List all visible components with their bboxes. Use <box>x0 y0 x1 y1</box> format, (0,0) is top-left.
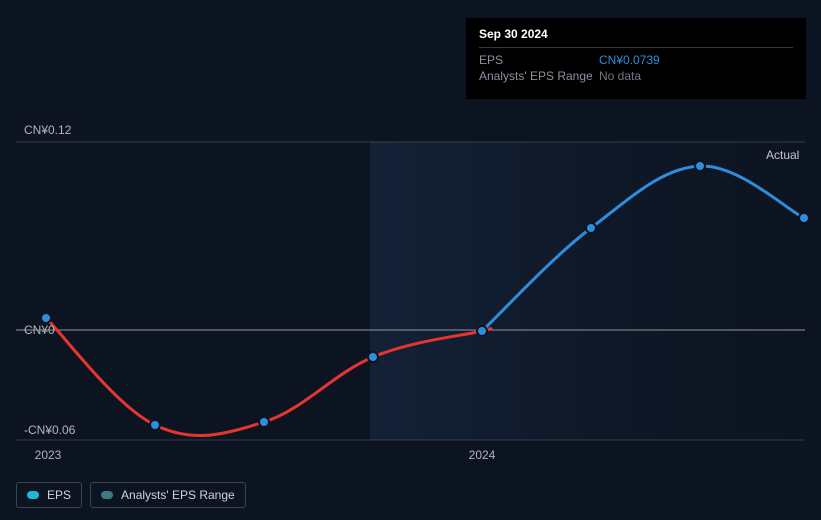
y-axis-label: CN¥0.12 <box>24 123 71 137</box>
legend-item-eps[interactable]: EPS <box>16 482 82 508</box>
chart-legend: EPS Analysts' EPS Range <box>16 482 246 508</box>
legend-swatch-icon <box>27 491 39 499</box>
legend-label: Analysts' EPS Range <box>121 488 235 502</box>
chart-tooltip: Sep 30 2024 EPS CN¥0.0739 Analysts' EPS … <box>466 18 806 99</box>
y-axis-label: -CN¥0.06 <box>24 423 75 437</box>
tooltip-date: Sep 30 2024 <box>479 27 793 48</box>
tooltip-label: EPS <box>479 53 599 67</box>
tooltip-label: Analysts' EPS Range <box>479 69 599 83</box>
tooltip-value: CN¥0.0739 <box>599 53 660 67</box>
tooltip-row-eps: EPS CN¥0.0739 <box>479 52 793 68</box>
tooltip-value: No data <box>599 69 641 83</box>
actual-region-label: Actual <box>766 148 799 162</box>
tooltip-row-range: Analysts' EPS Range No data <box>479 68 793 84</box>
y-axis-label: CN¥0 <box>24 323 55 337</box>
x-axis-label: 2024 <box>469 448 496 462</box>
legend-label: EPS <box>47 488 71 502</box>
legend-swatch-icon <box>101 491 113 499</box>
x-axis-label: 2023 <box>35 448 62 462</box>
legend-item-range[interactable]: Analysts' EPS Range <box>90 482 246 508</box>
